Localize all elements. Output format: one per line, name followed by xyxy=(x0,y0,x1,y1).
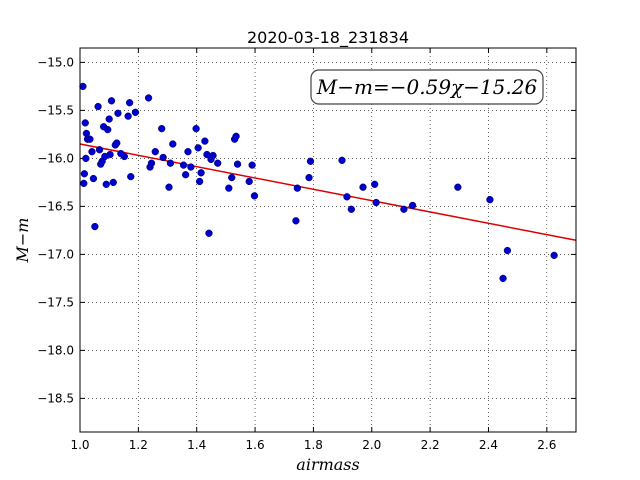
data-point xyxy=(124,112,132,120)
data-point xyxy=(79,82,87,91)
data-point xyxy=(106,150,114,159)
data-point xyxy=(214,159,222,167)
data-point xyxy=(248,161,256,169)
data-point xyxy=(179,161,188,169)
data-point xyxy=(371,180,379,188)
grid xyxy=(80,48,576,432)
x-tick-label: 1.0 xyxy=(70,438,89,452)
data-point xyxy=(486,196,494,204)
data-point xyxy=(184,148,192,156)
x-tick-label: 1.6 xyxy=(246,438,265,452)
x-tick-label: 1.8 xyxy=(304,438,323,452)
data-point xyxy=(82,154,90,163)
data-point xyxy=(306,157,315,165)
data-point xyxy=(499,274,507,283)
data-point xyxy=(80,170,89,178)
data-point xyxy=(359,183,367,191)
data-point xyxy=(147,159,156,167)
data-point xyxy=(338,156,346,164)
data-point xyxy=(187,163,195,171)
data-point xyxy=(120,152,128,161)
data-point xyxy=(131,108,140,116)
data-point xyxy=(372,198,380,207)
data-point xyxy=(293,184,302,192)
y-tick-label: −16.0 xyxy=(37,151,74,165)
data-point xyxy=(343,193,351,201)
data-point xyxy=(225,184,233,192)
data-point xyxy=(86,135,94,143)
data-point xyxy=(109,178,117,187)
y-tick-label: −15.5 xyxy=(37,103,74,117)
data-point xyxy=(292,217,300,225)
data-point xyxy=(503,246,512,255)
data-point xyxy=(158,124,166,133)
plot-area xyxy=(80,48,576,432)
y-tick-label: −15.0 xyxy=(37,55,74,69)
x-tick-label: 2.4 xyxy=(479,438,498,452)
data-point xyxy=(113,139,121,147)
data-point xyxy=(232,132,240,140)
x-tick-label: 1.4 xyxy=(187,438,206,452)
data-point xyxy=(114,109,122,117)
data-points xyxy=(79,82,558,283)
data-point xyxy=(408,201,417,210)
data-point xyxy=(89,174,98,183)
y-tick-label: −16.5 xyxy=(37,199,74,213)
plot-frame xyxy=(79,47,577,433)
data-point xyxy=(233,160,242,168)
data-point xyxy=(201,137,209,145)
y-tick-label: −17.0 xyxy=(37,247,74,261)
annotation-box xyxy=(310,69,544,105)
data-point xyxy=(250,192,259,200)
data-point xyxy=(181,171,190,179)
data-point xyxy=(205,229,213,237)
data-point xyxy=(102,180,110,188)
data-point xyxy=(166,159,175,167)
data-point xyxy=(144,94,153,102)
data-point xyxy=(80,179,88,188)
data-point xyxy=(105,115,113,123)
data-point xyxy=(209,151,217,160)
tick-labels: 1.0 1.2 1.4 1.6 1.8 2.0 2.2 2.4 2.6 −15.0 −15.5 −16… xyxy=(37,55,556,452)
data-point xyxy=(91,222,99,231)
data-point xyxy=(107,97,116,105)
x-tick-label: 2.0 xyxy=(362,438,381,452)
data-point xyxy=(125,99,134,107)
y-tick-label: −17.5 xyxy=(37,295,74,309)
data-point xyxy=(305,173,313,182)
chart-title: 2020-03-18_231834 xyxy=(247,28,409,48)
data-point xyxy=(194,144,202,152)
data-point xyxy=(454,183,462,191)
data-point xyxy=(81,119,89,127)
data-point xyxy=(192,124,200,133)
data-point xyxy=(228,173,236,182)
data-point xyxy=(400,205,408,213)
fit-annotation: M−m=−0.59χ−15.26 xyxy=(310,69,544,105)
data-point xyxy=(95,146,104,154)
x-tick-label: 2.6 xyxy=(537,438,556,452)
data-point xyxy=(550,251,558,260)
data-point xyxy=(104,125,112,134)
x-tick-label: 2.2 xyxy=(421,438,440,452)
annotation-text: M−m=−0.59χ−15.26 xyxy=(316,75,538,99)
data-point xyxy=(165,183,173,191)
data-point xyxy=(127,172,135,181)
data-point xyxy=(159,153,167,162)
data-point xyxy=(197,169,205,177)
data-point xyxy=(195,177,204,186)
y-tick-label: −18.0 xyxy=(37,343,74,357)
y-axis-label: M−m xyxy=(13,218,32,264)
data-point xyxy=(245,177,253,186)
x-axis-label: airmass xyxy=(296,455,359,474)
data-point xyxy=(94,102,102,111)
data-point xyxy=(151,148,159,156)
data-point xyxy=(88,148,96,156)
x-tick-label: 1.2 xyxy=(129,438,148,452)
data-point xyxy=(169,140,177,148)
data-point xyxy=(347,205,355,213)
y-tick-label: −18.5 xyxy=(37,391,74,405)
